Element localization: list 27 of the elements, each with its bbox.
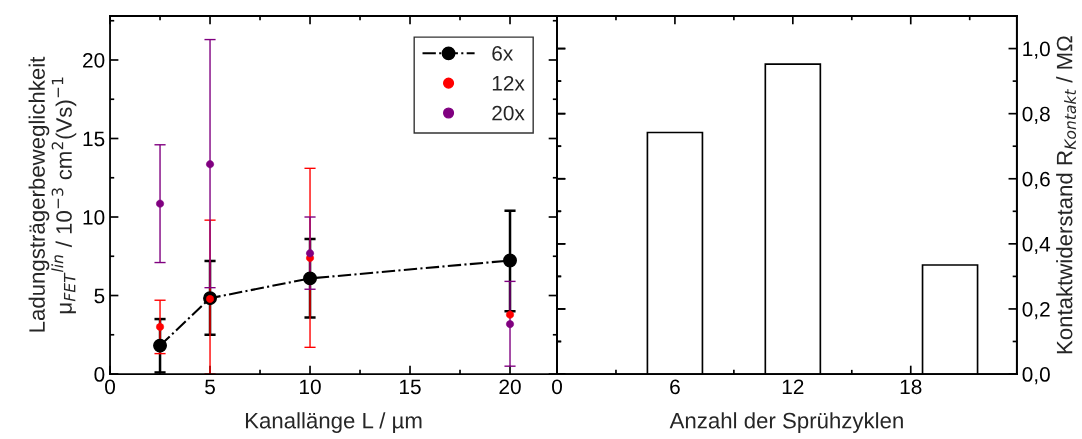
y-tick-label: 0 — [94, 367, 105, 382]
y2-tick-label: 1,0 — [1023, 41, 1050, 59]
x-tick-label: 20 — [499, 379, 521, 395]
legend-label: 6x — [492, 46, 514, 61]
x-axis-title: Anzahl der Sprühzyklen — [669, 412, 903, 433]
y-tick-label: 5 — [94, 288, 105, 304]
x-axis-title: Kanallänge L / µm — [245, 412, 422, 433]
y2-tick-label: 0,4 — [1022, 236, 1051, 255]
y2-tick-label: 0,2 — [1022, 301, 1050, 320]
y-tick-label: 20 — [83, 52, 105, 68]
x-tick-label: 5 — [205, 379, 215, 395]
y-tick-label: 10 — [83, 210, 105, 225]
legend-label: 12x — [492, 75, 525, 91]
x-tick-label: 0 — [552, 379, 562, 395]
y-tick-label: 15 — [83, 131, 105, 147]
x-tick-label: 15 — [400, 379, 421, 395]
y2-tick-label: 0,8 — [1022, 106, 1050, 124]
x-tick-label: 12 — [782, 379, 804, 394]
y2-tick-label: 0,6 — [1022, 171, 1050, 189]
x-tick-label: 18 — [900, 379, 922, 395]
legend-label: 20x — [492, 105, 525, 121]
text: Ladungsträgerbeweglichkeit μ$_{FET}$$^{lin}$ / 10$^{−3}$ cm$^{2}$(Vs)$^{−1}$ — [28, 56, 77, 332]
x-tick-label: 10 — [300, 379, 321, 395]
y2-axis-title: Kontaktwiderstand R$_{Kontakt}$ / MΩ — [1056, 36, 1077, 354]
y2-tick-label: 0,0 — [1022, 367, 1050, 385]
x-tick-label: 6 — [670, 379, 680, 395]
x-tick-label: 0 — [105, 379, 116, 395]
